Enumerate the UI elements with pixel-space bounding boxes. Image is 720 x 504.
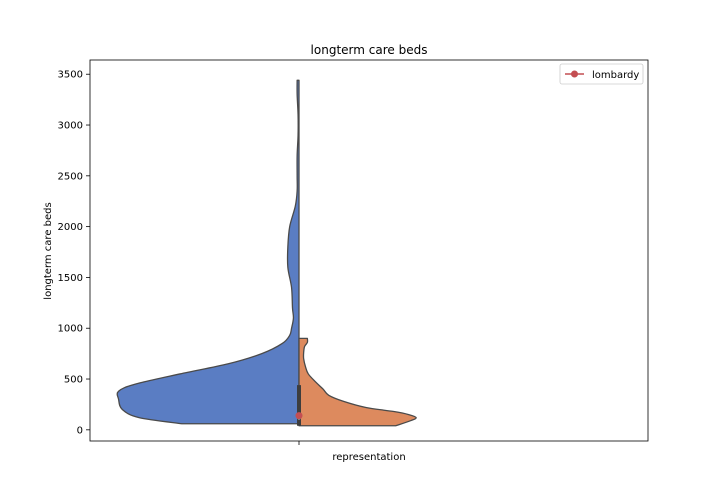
y-tick-label-500: 500: [64, 375, 83, 386]
violin-half-left: [116, 79, 300, 425]
legend-marker: [571, 70, 578, 78]
y-tick-label-1500: 1500: [58, 273, 83, 284]
x-tick-label-representation: representation: [332, 452, 405, 463]
violins-group: [116, 79, 417, 427]
y-tick-label-3500: 3500: [58, 70, 83, 81]
y-tick-label-1000: 1000: [58, 324, 83, 335]
y-tick-label-0: 0: [77, 425, 83, 436]
x-axis: representation: [298, 441, 406, 463]
legend-box: [559, 63, 644, 85]
plot-frame: [89, 59, 649, 442]
legend: lombardy: [559, 63, 644, 85]
legend-entry-lombardy: lombardy: [592, 70, 639, 81]
y-axis-label: longterm care beds: [43, 202, 54, 299]
violin-half-right: [298, 337, 417, 427]
y-tick-label-3000: 3000: [58, 121, 83, 132]
y-tick-label-2000: 2000: [58, 222, 83, 233]
inner-box-group: [295, 385, 303, 426]
y-tick-label-2500: 2500: [58, 171, 83, 182]
y-axis: 0 500 1000 1500 2000 2500 3000 3500: [58, 70, 90, 436]
inner-box: [297, 385, 301, 426]
highlight-point-lombardy: [295, 412, 303, 420]
chart-title: longterm care beds: [311, 43, 428, 57]
